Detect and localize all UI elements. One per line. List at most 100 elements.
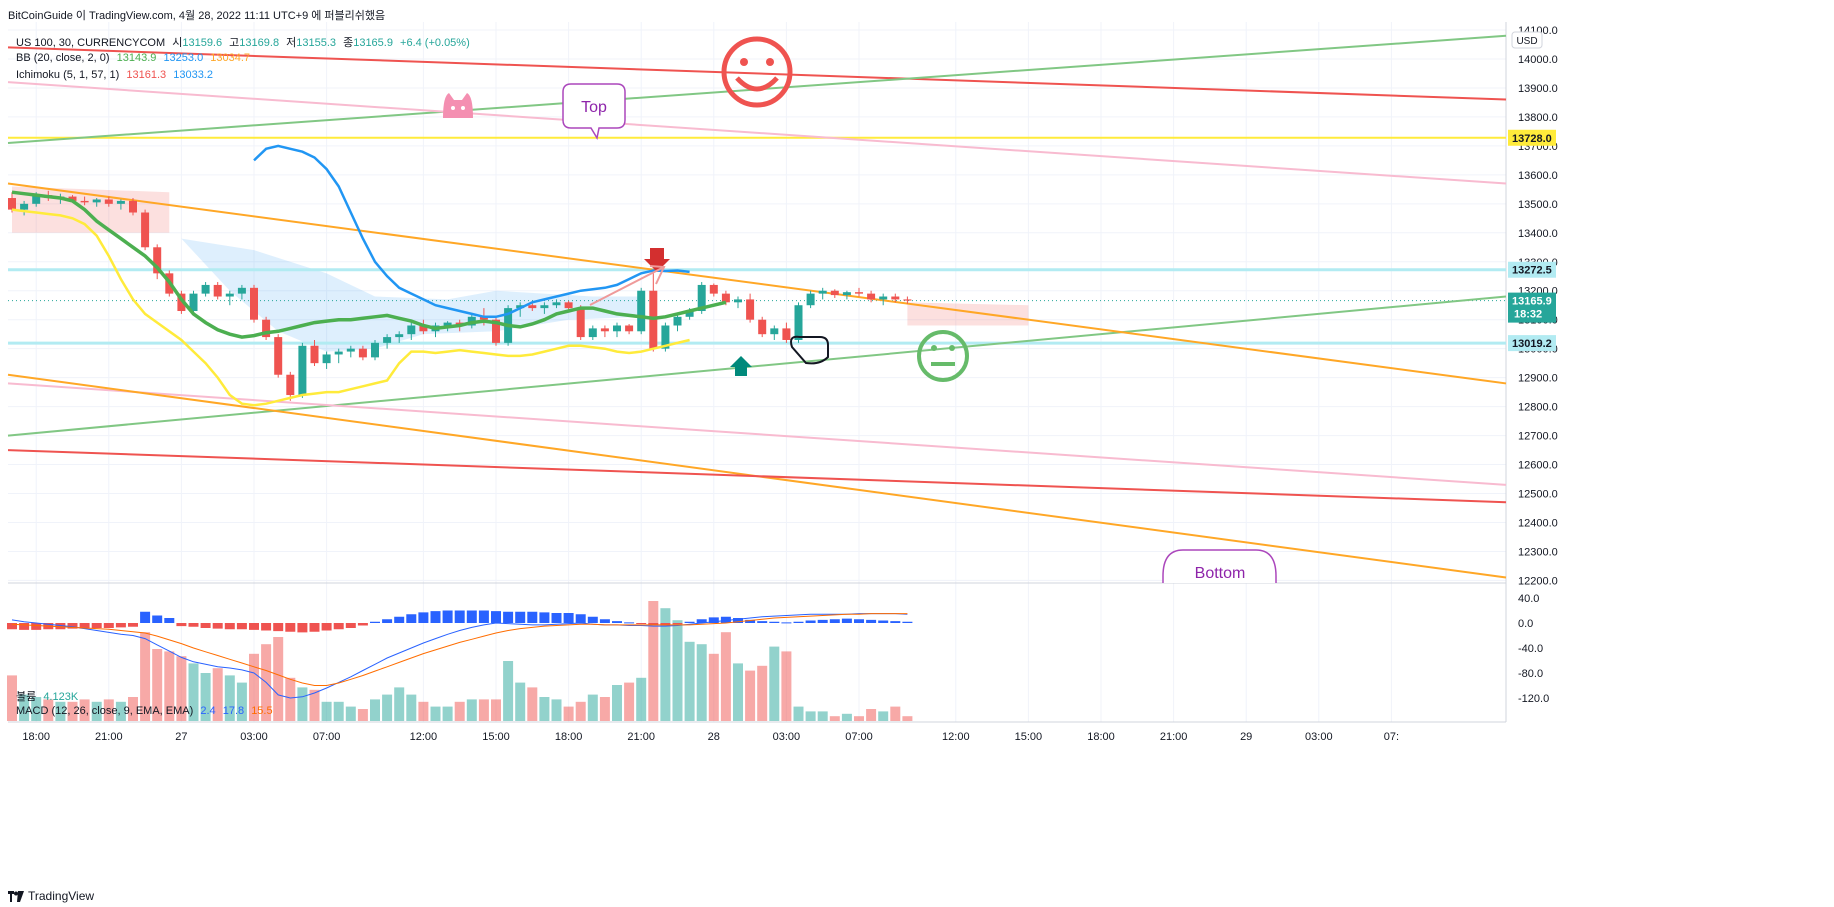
macd-histogram-bar xyxy=(648,623,659,625)
bb-upper-line xyxy=(253,144,690,319)
macd-value-2: 17.8 xyxy=(222,705,245,717)
macd-histogram-bar xyxy=(224,623,235,630)
volume-bar xyxy=(793,706,804,721)
candle-body xyxy=(32,195,41,204)
time-tick-label: 12:00 xyxy=(410,731,438,743)
macd-histogram-bar xyxy=(539,612,550,623)
macd-histogram-bar xyxy=(769,621,780,623)
time-tick-label: 21:00 xyxy=(1160,731,1188,743)
candle-body xyxy=(201,284,210,294)
candle-body xyxy=(855,292,863,294)
macd-histogram-bar xyxy=(7,623,17,630)
price-tag-current-bg xyxy=(1508,292,1556,323)
candle-body xyxy=(564,302,573,309)
volume-bar xyxy=(164,651,175,721)
macd-histogram-bar xyxy=(67,623,78,629)
candle-body xyxy=(867,293,876,300)
price-tag-13272-bg xyxy=(1508,261,1556,278)
volume-bar xyxy=(188,663,199,721)
time-tick-label: 03:00 xyxy=(773,731,801,743)
trend-line xyxy=(7,46,1507,101)
bb-value-3: 13034.7 xyxy=(210,52,251,64)
candle-body xyxy=(746,299,755,320)
price-tick-label: 13400.0 xyxy=(1518,228,1558,240)
volume-bar xyxy=(442,706,453,721)
macd-histogram-bar xyxy=(805,620,816,623)
candle-body xyxy=(770,328,779,335)
volume-bar xyxy=(212,668,223,721)
open-value: 13159.6 xyxy=(182,37,223,49)
macd-histogram-bar xyxy=(684,621,695,623)
bb-label: BB (20, close, 2, 0) xyxy=(16,52,110,64)
legend-ichimoku: Ichimoku (5, 1, 57, 1) 13161.3 13033.2 xyxy=(16,69,213,81)
candle-body xyxy=(20,203,29,210)
candle-body xyxy=(68,196,77,201)
candle-body xyxy=(322,354,331,364)
price-tick-label: 12900.0 xyxy=(1518,373,1558,385)
candle-body xyxy=(262,319,271,338)
candle-body xyxy=(552,302,561,306)
time-tick-label: 12:00 xyxy=(942,731,970,743)
volume-bar xyxy=(466,699,477,721)
candle-body xyxy=(613,325,621,332)
macd-histogram-bar xyxy=(309,623,320,632)
macd-histogram-bar xyxy=(781,622,792,624)
macd-histogram-bar xyxy=(636,623,647,624)
ichimoku-label: Ichimoku (5, 1, 57, 1) xyxy=(16,69,120,81)
candle-body xyxy=(395,334,404,338)
candle-body xyxy=(104,199,113,204)
candle-body xyxy=(879,296,888,300)
candle-body xyxy=(479,316,488,320)
candle-body xyxy=(250,287,258,320)
candle-body xyxy=(141,212,150,248)
volume-bar xyxy=(866,709,877,721)
macd-value-1: 2.4 xyxy=(200,705,216,717)
volume-bar xyxy=(878,711,889,721)
macd-histogram-bar xyxy=(249,623,259,630)
macd-histogram-bar xyxy=(491,611,501,623)
volume-bar xyxy=(333,701,344,721)
candle-body xyxy=(758,319,767,335)
candle-body xyxy=(709,284,718,294)
volume-bar xyxy=(79,699,90,721)
cat-eye-icon xyxy=(451,106,455,110)
candle-body xyxy=(673,316,682,326)
macd-histogram-bar xyxy=(418,612,429,623)
volume-bar xyxy=(19,694,30,721)
volume-bar xyxy=(115,701,126,721)
tenkan-line xyxy=(11,208,690,407)
macd-histogram-bar xyxy=(551,613,562,623)
macd-histogram-bar xyxy=(587,616,598,623)
tradingview-footer[interactable]: TradingView xyxy=(8,889,94,903)
macd-histogram-bar xyxy=(624,622,635,624)
macd-histogram-bar xyxy=(333,623,344,630)
macd-histogram-bar xyxy=(866,619,877,623)
time-tick-label: 15:00 xyxy=(1015,731,1043,743)
macd-histogram-bar xyxy=(152,615,163,623)
macd-histogram-bar xyxy=(720,616,731,623)
candle-body xyxy=(685,311,694,317)
time-tick-label: 29 xyxy=(1240,731,1252,743)
volume-bar xyxy=(418,701,429,721)
volume-bar xyxy=(297,687,308,721)
macd-histogram-bar xyxy=(273,623,284,632)
macd-histogram-bar xyxy=(599,619,610,623)
trend-lines xyxy=(7,34,1507,579)
publish-header: BitCoinGuide 이 TradingView.com, 4월 28, 2… xyxy=(8,10,386,22)
volume-bar xyxy=(696,644,707,721)
candle-body xyxy=(383,337,392,343)
price-tag-13272: 13272.5 xyxy=(1512,265,1552,277)
candle-body xyxy=(806,293,815,306)
volume-bar xyxy=(31,697,42,721)
high-label: 고 xyxy=(229,37,240,49)
macd-histogram-bar xyxy=(878,620,889,623)
brand-name: TradingView xyxy=(28,889,95,903)
price-tick-label: 13900.0 xyxy=(1518,83,1558,95)
macd-histogram-bar xyxy=(430,611,441,623)
candle-body xyxy=(129,200,137,213)
macd-histogram-bar xyxy=(285,623,296,632)
axes: 14100.014000.013900.013800.013700.013600… xyxy=(22,25,1557,743)
candle-body xyxy=(721,293,730,303)
currency-badge xyxy=(1511,31,1543,49)
